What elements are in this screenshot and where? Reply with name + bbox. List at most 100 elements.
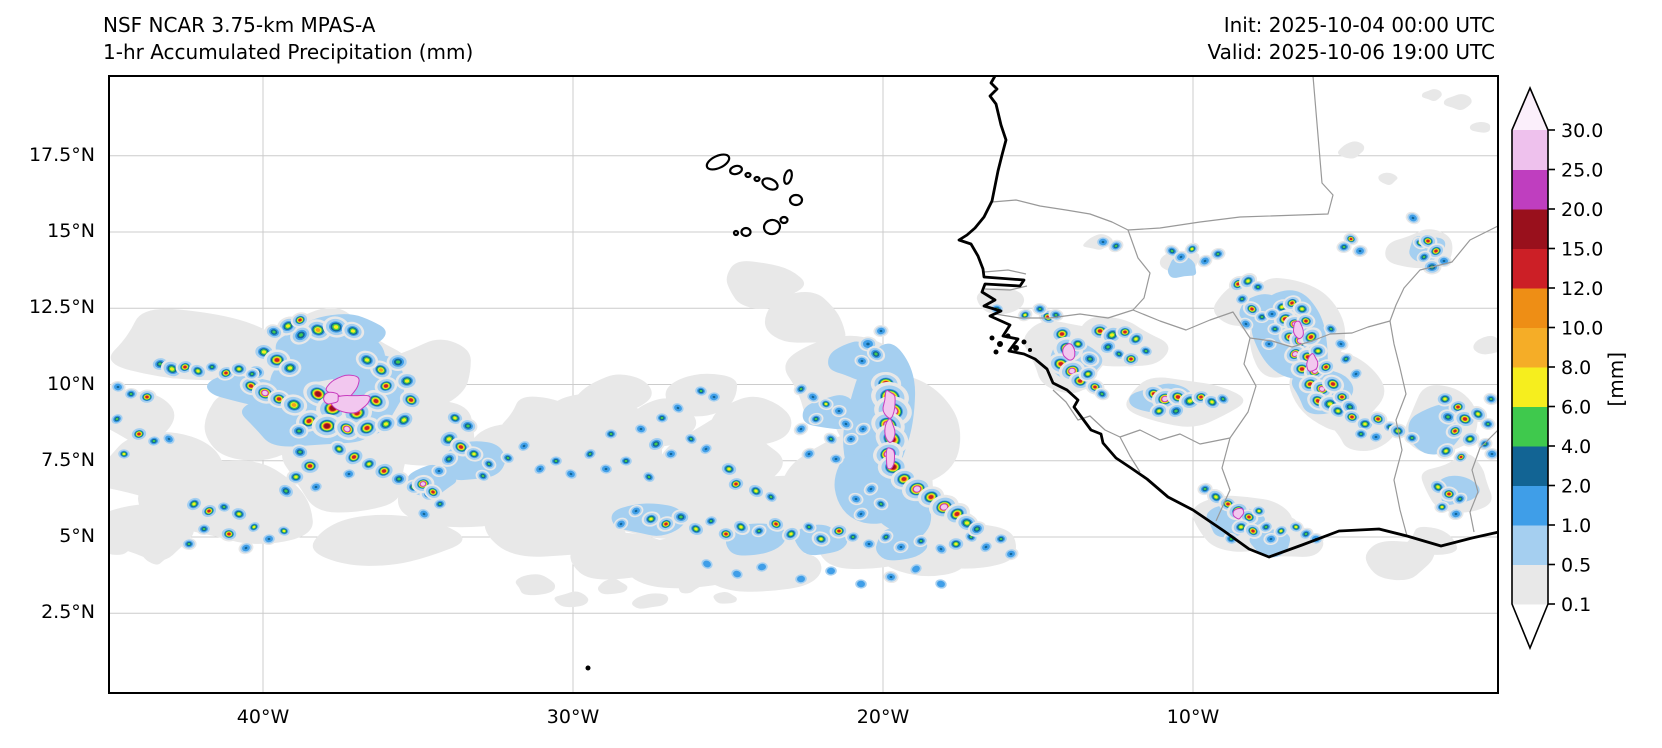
precip-gray-patch [1406, 526, 1458, 555]
precip-cell [1126, 331, 1146, 347]
precip-cell [563, 467, 579, 481]
lat-tick-label: 10°N [47, 372, 95, 395]
cell-ring [379, 368, 383, 372]
cell-ring [654, 442, 658, 446]
cell-ring [699, 389, 703, 393]
precip-lightblue-patch [828, 341, 877, 380]
cell-ring [694, 527, 698, 531]
colorbar-tick-label: 0.1 [1561, 594, 1591, 616]
precip-cell [818, 397, 834, 411]
lon-tick-label: 40°W [236, 706, 290, 728]
precip-cell [395, 371, 419, 391]
precip-cell [873, 324, 889, 338]
cell-ring [306, 419, 312, 423]
precip-cell [831, 405, 847, 417]
precip-cell [110, 380, 126, 394]
precip-cell [341, 321, 365, 341]
cell-ring [1157, 409, 1161, 413]
cell-ring [829, 437, 833, 441]
cell-ring [1246, 279, 1250, 283]
precip-cell [116, 447, 132, 461]
colorbar-segment [1512, 130, 1548, 170]
cell-ring [1260, 315, 1264, 319]
precip-cell [311, 413, 343, 439]
cell-ring [459, 445, 463, 449]
precip-cell [1234, 292, 1250, 306]
cell-ring [315, 328, 321, 332]
cell-ring [314, 485, 318, 489]
cell-ring [901, 477, 907, 481]
cell-ring [874, 352, 878, 356]
cell-ring [884, 535, 888, 539]
precip-gray-patch [1421, 89, 1442, 102]
precip-gray-patch [632, 593, 669, 609]
precip-cell [342, 447, 366, 467]
precip-lightblue-patch [1167, 256, 1197, 278]
cell-ring [1240, 297, 1244, 301]
precip-cell [967, 521, 987, 537]
cell-ring [481, 474, 485, 478]
cell-ring [419, 481, 427, 487]
cell-ring [397, 477, 401, 481]
cell-ring [152, 439, 156, 443]
lat-tick-label: 15°N [47, 220, 95, 242]
cell-ring [1117, 352, 1121, 356]
colorbar-tick-label: 30.0 [1561, 120, 1603, 142]
cell-ring [227, 532, 231, 536]
precip-cell [890, 468, 918, 490]
cell-ring [381, 469, 387, 473]
precip-cell [181, 537, 197, 551]
precip-gray-patch [109, 388, 175, 443]
precip-cell [686, 521, 706, 537]
precip-cell [423, 484, 443, 500]
precip-cell [184, 496, 204, 512]
precip-cell [618, 454, 634, 468]
cell-ring [664, 522, 668, 526]
precip-cell [781, 526, 801, 542]
precip-cell [808, 412, 824, 426]
precip-gray-patch [312, 514, 463, 566]
precip-cell [199, 503, 219, 519]
cell-ring [383, 384, 389, 388]
cell-ring [1110, 333, 1114, 337]
precip-cell [656, 516, 676, 532]
cell-ring [1174, 409, 1178, 413]
colorbar-tick-label: 2.0 [1561, 476, 1591, 498]
precip-cell [1138, 344, 1154, 358]
cell-ring [588, 452, 592, 456]
precip-cell [793, 382, 809, 396]
lat-tick-label: 17.5°N [28, 143, 95, 166]
precip-gray-patch [515, 574, 556, 596]
precip-cell [370, 360, 392, 380]
cell-ring [807, 452, 811, 456]
cell-ring [1244, 322, 1248, 326]
cell-ring [689, 437, 693, 441]
cell-ring [404, 379, 410, 383]
precip-cell [978, 540, 994, 554]
cell-ring [724, 532, 728, 536]
cell-ring [315, 391, 321, 397]
precip-cell [848, 492, 864, 506]
precip-cell [334, 417, 360, 441]
valid-time: Valid: 2025-10-06 19:00 UTC [1207, 40, 1495, 64]
lon-tick-label: 30°W [546, 706, 600, 728]
cell-ring [1106, 345, 1110, 349]
cell-ring [298, 318, 302, 322]
cell-ring [187, 542, 191, 546]
cell-ring [851, 535, 855, 539]
cell-ring [879, 329, 883, 333]
precip-cell [445, 410, 465, 426]
cell-ring [1068, 367, 1076, 375]
cell-ring [145, 395, 149, 399]
cell-ring [837, 529, 841, 533]
cell-ring [619, 522, 623, 526]
cell-ring [975, 527, 979, 531]
cell-ring [538, 467, 542, 471]
colorbar-segment [1512, 406, 1548, 447]
precip-cell [308, 480, 324, 494]
cell-ring [660, 416, 664, 420]
precip-cell [289, 423, 309, 439]
cell-ring [248, 384, 254, 388]
precip-gray-patch [711, 396, 792, 445]
